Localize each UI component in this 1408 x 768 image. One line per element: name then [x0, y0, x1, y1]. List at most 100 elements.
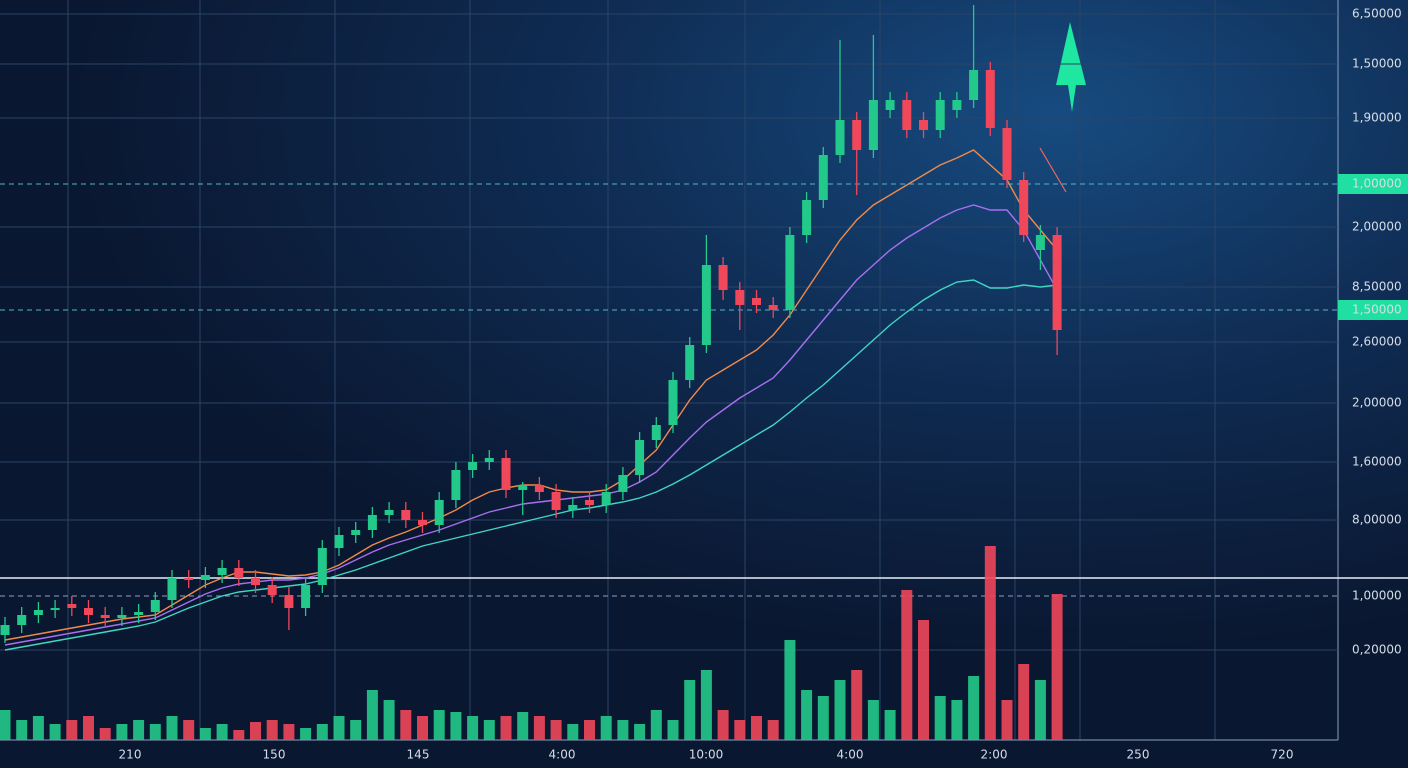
candle-body	[885, 100, 895, 110]
volume-bar	[951, 700, 963, 740]
y-tick-label: 1,90000	[1352, 111, 1402, 125]
moving-averages	[4, 149, 1058, 651]
volume-bar	[283, 724, 295, 740]
volume-bar	[717, 710, 729, 740]
volume-bar	[934, 696, 946, 740]
candle-body	[434, 500, 444, 525]
axis-labels: 6,50000 1,50000 1,90000 1,00000 2,00000 8,500…	[119, 7, 1408, 762]
volume-bar	[166, 716, 178, 740]
volume-bar	[600, 716, 612, 740]
volume-bar	[99, 728, 111, 740]
volume-bar	[49, 724, 61, 740]
y-tick-label: 1,50000	[1352, 303, 1402, 317]
volume-bar	[851, 670, 863, 740]
up-arrow-icon	[1056, 22, 1086, 112]
candle-body	[451, 470, 461, 500]
candle-body	[301, 585, 311, 608]
moving-average	[4, 279, 1058, 651]
volume-bar	[968, 676, 980, 740]
volume-bar	[784, 640, 796, 740]
volume-bar	[450, 712, 462, 740]
x-tick-label: 210	[119, 748, 142, 762]
volume-bar	[918, 620, 929, 740]
volume-bar	[984, 546, 996, 740]
volume-bar	[467, 716, 479, 740]
candle-body	[67, 604, 77, 608]
volume-bar	[684, 680, 696, 740]
x-tick-label: 2:00	[981, 748, 1008, 762]
candle-body	[17, 615, 27, 625]
candle-body	[468, 462, 478, 470]
y-tick-label: 1,50000	[1352, 57, 1402, 71]
candle-body	[718, 265, 728, 290]
moving-average	[4, 204, 1058, 646]
volume-bar	[183, 720, 195, 740]
candle-body	[284, 595, 294, 608]
candle-body	[952, 100, 962, 110]
candle-body	[384, 510, 394, 515]
candle-body	[50, 608, 60, 610]
y-tick-label: 1,00000	[1352, 589, 1402, 603]
candle-body	[802, 200, 812, 235]
candle-body	[969, 70, 979, 100]
volume-bar	[383, 700, 395, 740]
x-tick-label: 250	[1127, 748, 1150, 762]
volume-bar	[1001, 700, 1013, 740]
candle-body	[334, 535, 344, 548]
x-tick-label: 4:00	[837, 748, 864, 762]
vertical-grid	[67, 0, 1216, 740]
candle-body	[685, 345, 695, 380]
candle-body	[568, 505, 578, 510]
candle-body	[267, 585, 277, 595]
candle-body	[935, 100, 945, 130]
volume-bar	[149, 724, 161, 740]
volume-bar	[0, 710, 11, 740]
volume-bar	[250, 722, 261, 740]
volume-bar	[734, 720, 746, 740]
volume-bar	[316, 724, 328, 740]
volume-bar	[350, 720, 362, 740]
y-tick-label: 8,50000	[1352, 280, 1402, 294]
candles	[0, 5, 1062, 643]
volume-bar	[751, 716, 762, 740]
candle-body	[184, 578, 194, 580]
candle-body	[134, 612, 144, 615]
x-tick-label: 4:00	[549, 748, 576, 762]
candle-body	[501, 458, 511, 490]
candle-body	[919, 120, 928, 130]
x-tick-label: 10:00	[689, 748, 724, 762]
y-tick-label: 2,00000	[1352, 396, 1402, 410]
volume-bar	[233, 730, 245, 740]
moving-average	[4, 149, 1058, 641]
volume-bar	[617, 720, 629, 740]
candle-body	[701, 265, 711, 345]
candle-body	[167, 578, 177, 600]
volume-bar	[517, 712, 529, 740]
candle-body	[868, 100, 878, 150]
volume-bar	[300, 728, 312, 740]
candle-body	[752, 298, 761, 305]
volume-bar	[834, 680, 846, 740]
x-tick-label: 150	[263, 748, 286, 762]
price-tag	[1338, 174, 1408, 194]
volume-bar	[817, 696, 829, 740]
volume-bar	[867, 700, 879, 740]
volume-bar	[16, 720, 28, 740]
x-tick-label: 145	[407, 748, 430, 762]
volume-bar	[216, 724, 228, 740]
trend-stroke	[1039, 147, 1067, 193]
volume-bar	[366, 690, 378, 740]
candle-body	[635, 440, 645, 475]
candle-body	[251, 578, 260, 585]
volume-bar	[550, 720, 562, 740]
candle-body	[150, 600, 160, 612]
candle-body	[534, 485, 544, 492]
volume-bar	[584, 720, 595, 740]
volume-bar	[901, 590, 913, 740]
candle-body	[367, 515, 377, 530]
candle-body	[902, 100, 912, 130]
candle-body	[0, 625, 10, 635]
volume-bar	[400, 710, 412, 740]
volume-bar	[199, 728, 211, 740]
